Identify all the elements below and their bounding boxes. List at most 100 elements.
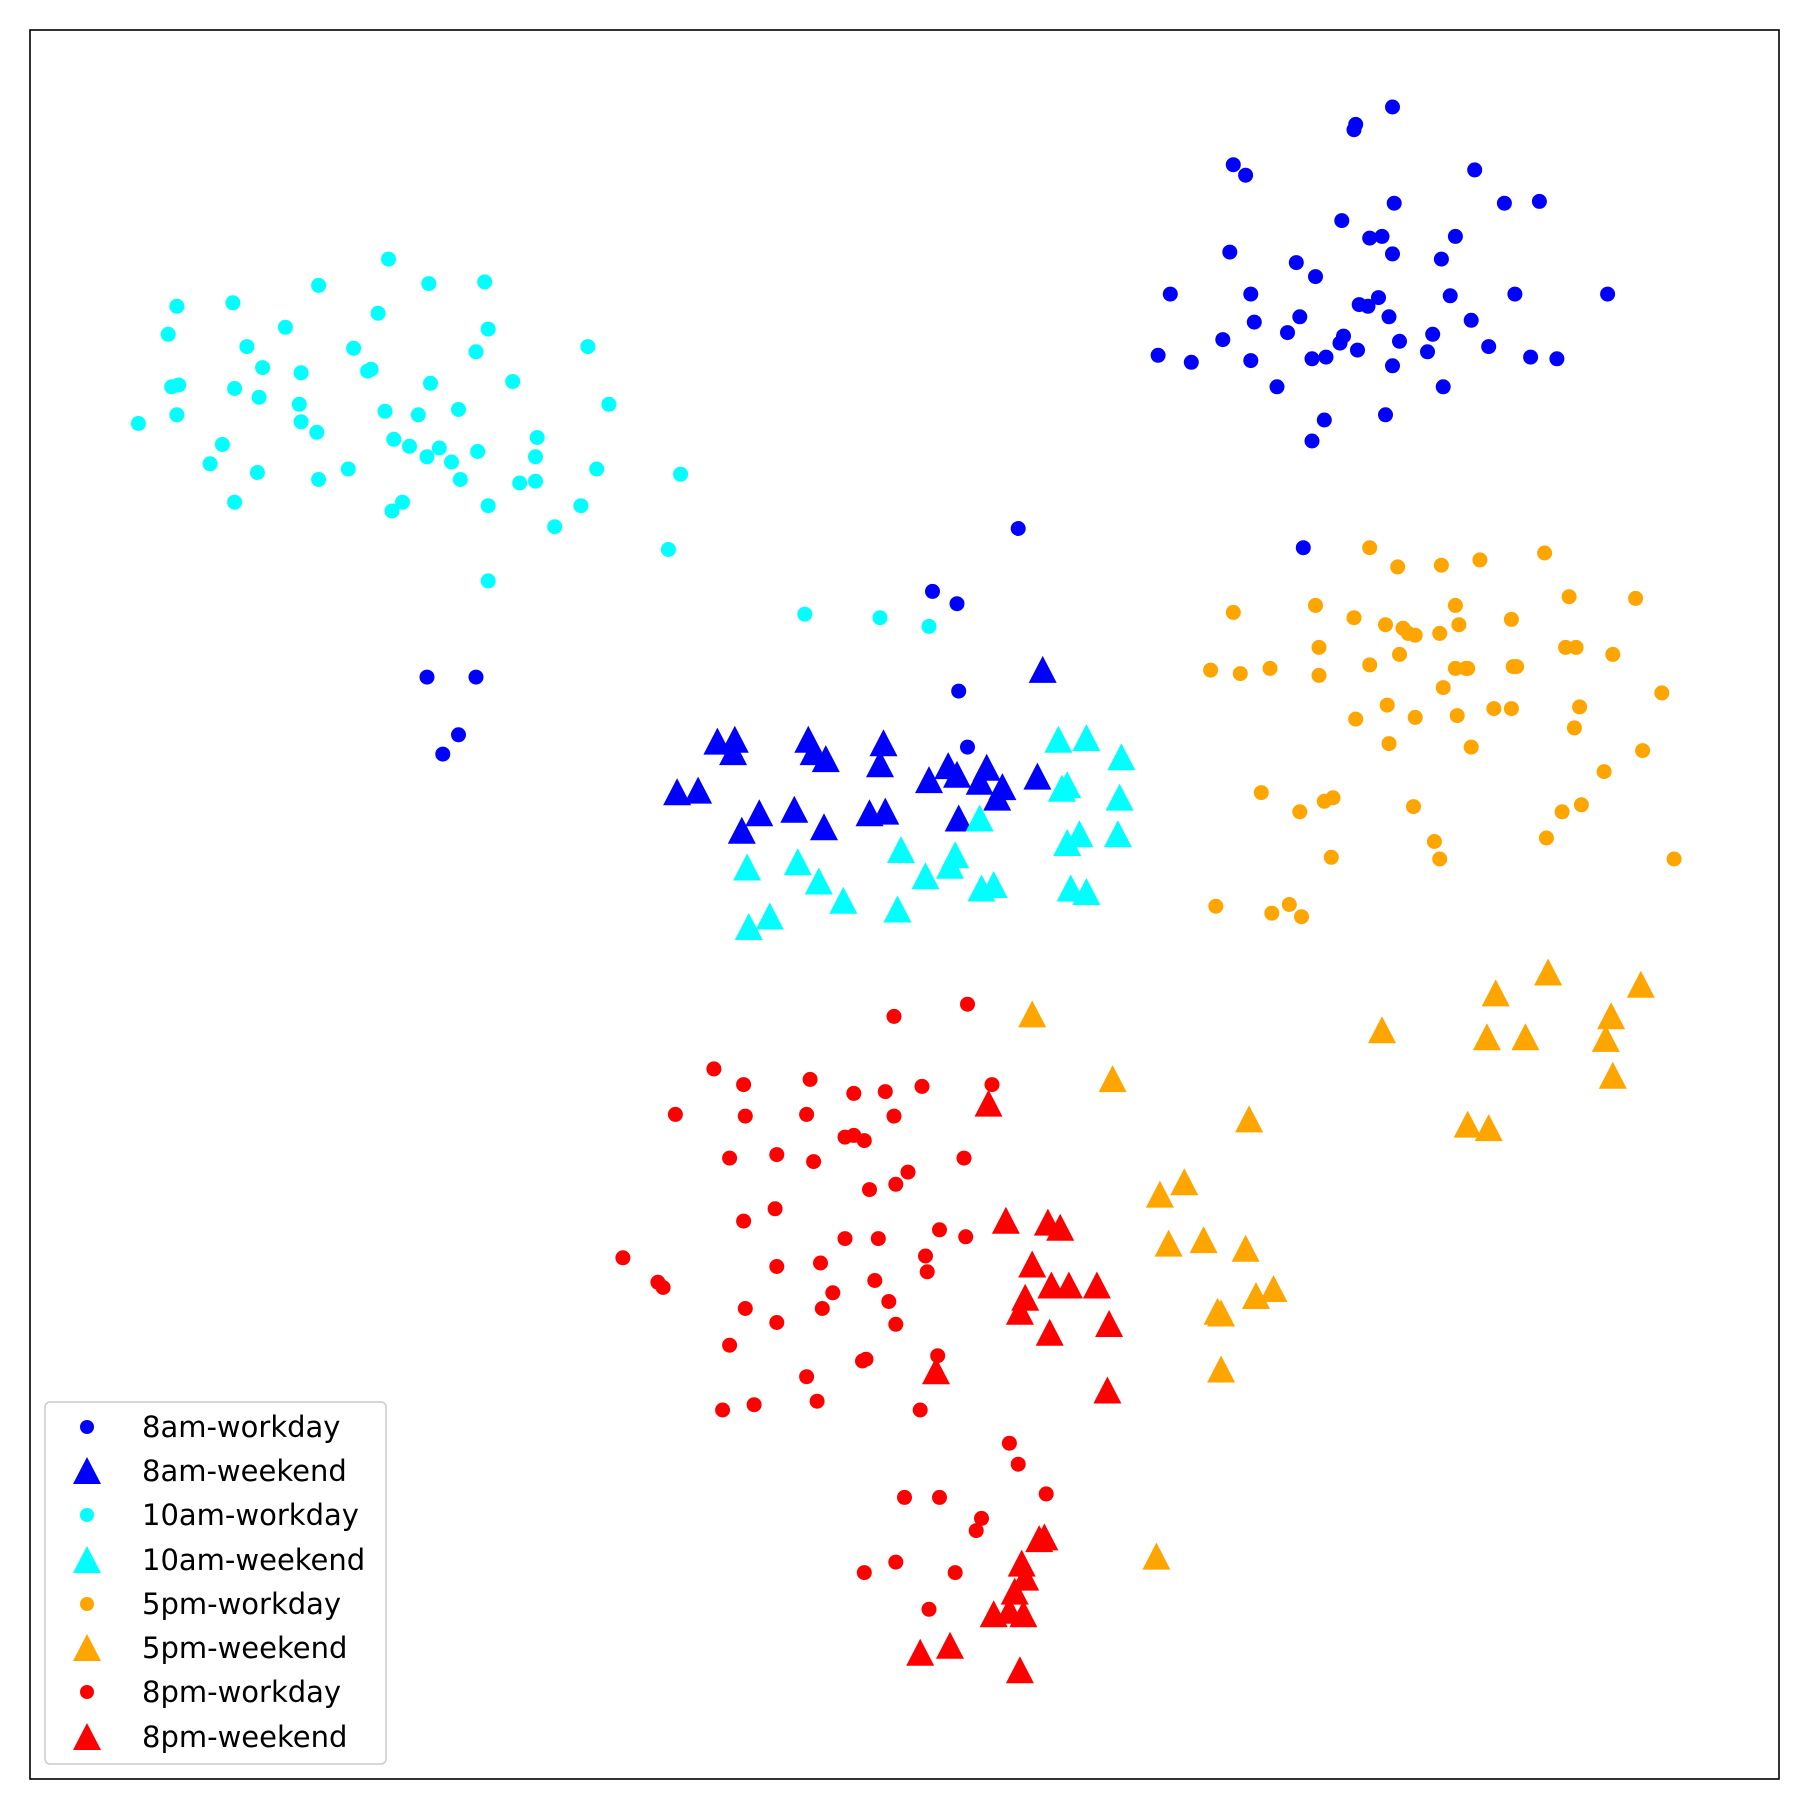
5pm-workday-point-35 (1380, 698, 1395, 713)
8am-workday-point-27 (1382, 309, 1397, 324)
5pm-workday-point-22 (1605, 647, 1620, 662)
5pm-workday-point-32 (1506, 659, 1521, 674)
legend-label-8pm-weekend: 8pm-weekend (142, 1720, 347, 1754)
10am-workday-point-32 (309, 425, 324, 440)
8pm-workday-point-42 (888, 1317, 903, 1332)
10am-workday-point-48 (311, 472, 326, 487)
8pm-workday-point-3 (736, 1077, 751, 1092)
8am-workday-point-45 (1523, 350, 1538, 365)
5pm-workday-point-0 (1362, 540, 1377, 555)
8pm-workday-point-24 (736, 1214, 751, 1229)
5pm-workday-point-58 (1667, 852, 1682, 867)
5pm-workday-point-53 (1555, 804, 1570, 819)
8am-workday-point-25 (1361, 299, 1376, 314)
5pm-workday-point-26 (1203, 663, 1218, 678)
8pm-workday-point-27 (838, 1231, 853, 1246)
8pm-workday-point-16 (722, 1151, 737, 1166)
5pm-workday-point-31 (1460, 661, 1475, 676)
legend-marker-8pm-workday (80, 1685, 94, 1699)
10am-workday-point-1 (477, 274, 492, 289)
8pm-workday-point-55 (897, 1490, 912, 1505)
legend-label-8am-workday: 8am-workday (142, 1410, 340, 1444)
10am-workday-point-15 (294, 365, 309, 380)
8pm-workday-point-41 (769, 1315, 784, 1330)
5pm-workday-point-47 (1254, 785, 1269, 800)
5pm-workday-point-23 (1362, 657, 1377, 672)
8am-workday-point-14 (1385, 246, 1400, 261)
5pm-workday-point-20 (1569, 640, 1584, 655)
8pm-workday-point-28 (871, 1231, 886, 1246)
8am-workday-point-61 (960, 740, 975, 755)
10am-workday-point-40 (444, 455, 459, 470)
8pm-workday-point-61 (948, 1565, 963, 1580)
8am-workday-point-30 (1280, 325, 1295, 340)
5pm-workday-point-4 (1434, 558, 1449, 573)
8am-workday-point-29 (1464, 313, 1479, 328)
8am-workday-point-52 (1011, 521, 1026, 536)
8pm-workday-point-23 (768, 1201, 783, 1216)
8am-workday-point-42 (1350, 343, 1365, 358)
8pm-workday-point-34 (867, 1273, 882, 1288)
10am-workday-point-10 (239, 339, 254, 354)
8pm-workday-point-39 (738, 1301, 753, 1316)
10am-workday-point-22 (505, 374, 520, 389)
8am-workday-point-5 (1467, 162, 1482, 177)
10am-workday-point-17 (364, 362, 379, 377)
10am-workday-point-50 (528, 474, 543, 489)
10am-workday-point-5 (225, 295, 240, 310)
legend-label-5pm-workday: 5pm-workday (142, 1587, 341, 1621)
5pm-workday-point-46 (1597, 764, 1612, 779)
5pm-workday-point-28 (1263, 661, 1278, 676)
10am-workday-point-14 (255, 360, 270, 375)
8pm-workday-point-58 (969, 1523, 984, 1538)
8pm-workday-point-25 (932, 1222, 947, 1237)
10am-workday-point-2 (421, 276, 436, 291)
8pm-workday-point-51 (913, 1403, 928, 1418)
10am-workday-point-7 (371, 306, 386, 321)
legend-marker-5pm-workday (80, 1597, 94, 1611)
5pm-workday-point-60 (1264, 906, 1279, 921)
10am-workday-point-51 (481, 498, 496, 513)
8pm-workday-point-48 (810, 1394, 825, 1409)
8am-workday-point-38 (1184, 355, 1199, 370)
8pm-workday-point-22 (862, 1182, 877, 1197)
5pm-workday-point-49 (1326, 790, 1341, 805)
5pm-workday-point-21 (1392, 647, 1407, 662)
5pm-workday-point-27 (1233, 666, 1248, 681)
10am-workday-point-37 (432, 441, 447, 456)
8pm-workday-point-38 (881, 1294, 896, 1309)
10am-workday-point-42 (203, 456, 218, 471)
8am-workday-point-15 (1434, 252, 1449, 267)
10am-workday-point-45 (453, 472, 468, 487)
10am-workday-point-55 (385, 504, 400, 519)
5pm-workday-point-62 (1294, 909, 1309, 924)
8am-workday-point-22 (1507, 287, 1522, 302)
5pm-workday-point-3 (1390, 559, 1405, 574)
5pm-workday-point-52 (1574, 797, 1589, 812)
10am-workday-point-28 (378, 404, 393, 419)
8am-workday-point-50 (1317, 413, 1332, 428)
8pm-workday-point-33 (920, 1264, 935, 1279)
8pm-workday-point-17 (769, 1147, 784, 1162)
10am-workday-point-9 (161, 327, 176, 342)
10am-workday-point-27 (169, 407, 184, 422)
5pm-workday-point-37 (1572, 699, 1587, 714)
5pm-workday-point-55 (1539, 831, 1554, 846)
8am-workday-point-6 (1387, 196, 1402, 211)
5pm-workday-point-45 (1635, 743, 1650, 758)
10am-workday-point-46 (589, 462, 604, 477)
8pm-workday-point-60 (857, 1565, 872, 1580)
8pm-workday-point-15 (857, 1133, 872, 1148)
5pm-workday-point-36 (1486, 701, 1501, 716)
8pm-workday-point-6 (985, 1077, 1000, 1092)
8pm-workday-point-18 (806, 1154, 821, 1169)
8am-workday-point-31 (1425, 327, 1440, 342)
8am-workday-point-44 (1420, 344, 1435, 359)
legend-label-8am-weekend: 8am-weekend (142, 1454, 347, 1488)
8am-workday-point-7 (1497, 196, 1512, 211)
8am-workday-point-26 (1292, 309, 1307, 324)
5pm-workday-point-54 (1427, 834, 1442, 849)
8pm-workday-point-40 (815, 1301, 830, 1316)
10am-workday-point-52 (573, 498, 588, 513)
legend: 8am-workday 8am-weekend 10am-workday 10a… (45, 1402, 386, 1764)
